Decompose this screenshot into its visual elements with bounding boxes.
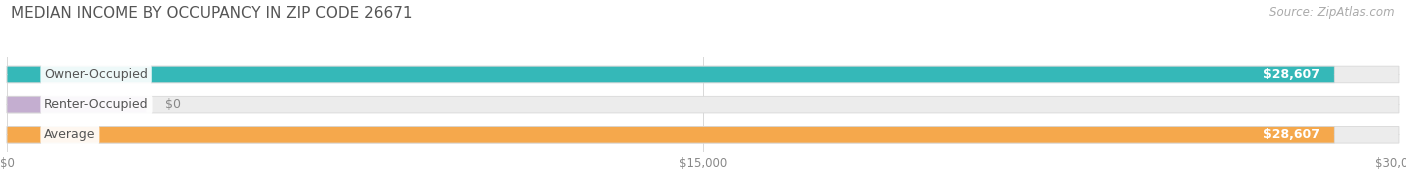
Text: Source: ZipAtlas.com: Source: ZipAtlas.com: [1270, 6, 1395, 19]
Text: MEDIAN INCOME BY OCCUPANCY IN ZIP CODE 26671: MEDIAN INCOME BY OCCUPANCY IN ZIP CODE 2…: [11, 6, 413, 21]
Text: Renter-Occupied: Renter-Occupied: [44, 98, 149, 111]
FancyBboxPatch shape: [7, 66, 1334, 83]
FancyBboxPatch shape: [7, 126, 1399, 143]
Text: $28,607: $28,607: [1264, 68, 1320, 81]
Text: $0: $0: [165, 98, 181, 111]
FancyBboxPatch shape: [7, 96, 146, 113]
Text: Average: Average: [44, 128, 96, 141]
FancyBboxPatch shape: [7, 96, 1399, 113]
Text: Owner-Occupied: Owner-Occupied: [44, 68, 148, 81]
Text: $28,607: $28,607: [1264, 128, 1320, 141]
FancyBboxPatch shape: [7, 66, 1399, 83]
FancyBboxPatch shape: [7, 126, 1334, 143]
